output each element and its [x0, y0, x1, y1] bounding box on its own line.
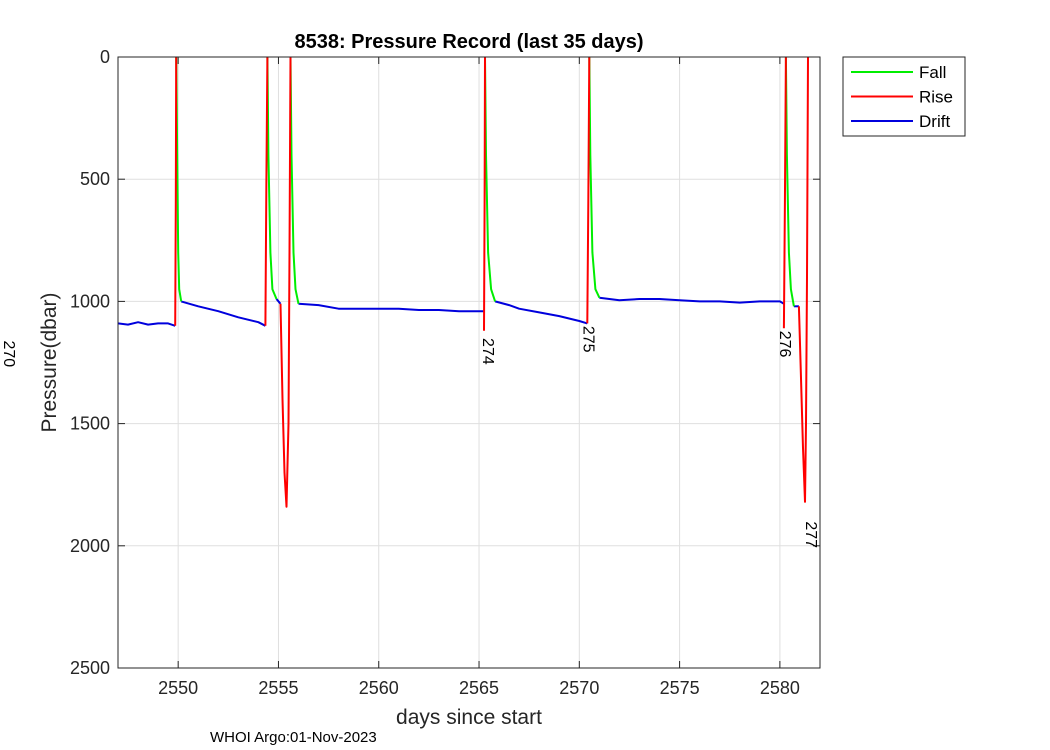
series-fall-segment-2 [289, 57, 300, 305]
series-drift-segment-3 [298, 302, 484, 313]
x-tick-label-0: 2550 [158, 678, 198, 698]
x-tick-label-5: 2575 [660, 678, 700, 698]
series-rise-segment-4 [586, 57, 591, 324]
series-drift-segment-2 [275, 298, 282, 305]
y-tick-label-5: 2500 [70, 658, 110, 678]
series-drift [118, 296, 799, 327]
series-fall-segment-5 [784, 57, 795, 307]
y-tick-label-3: 1500 [70, 414, 110, 434]
legend-label-rise: Rise [919, 88, 953, 107]
cycle-label-276: 276 [776, 331, 793, 358]
series-fall-segment-4 [588, 57, 601, 299]
series-rise-segment-1 [264, 57, 269, 326]
axis-ticks: 2550 2555 2560 2565 2570 2575 2580 0 500 1000 1500… [70, 47, 820, 698]
cycle-label-270: 270 [0, 341, 17, 368]
cycle-label-274: 274 [479, 338, 496, 365]
cycle-label-277: 277 [802, 521, 819, 548]
legend: Fall Rise Drift [842, 56, 966, 137]
y-axis-label: Pressure(dbar) [38, 292, 61, 432]
y-tick-label-0: 0 [100, 47, 110, 67]
y-tick-label-4: 2000 [70, 536, 110, 556]
chart-title: 8538: Pressure Record (last 35 days) [294, 31, 643, 53]
y-tick-label-2: 1000 [70, 291, 110, 311]
series-drift-segment-1 [180, 300, 266, 327]
series-rise-segment-6 [797, 57, 809, 503]
cycle-annotations: 274 275 276 277 270 [0, 326, 819, 548]
legend-label-drift: Drift [919, 112, 950, 131]
x-axis-label: days since start [396, 706, 542, 729]
series-rise-segment-3 [483, 57, 486, 331]
series-rise-segment-2 [279, 57, 292, 508]
cycle-label-275: 275 [579, 326, 596, 353]
plot-area [118, 57, 820, 668]
series-fall-segment-1 [266, 57, 278, 300]
x-tick-label-6: 2580 [760, 678, 800, 698]
series-rise-segment-0 [174, 57, 178, 326]
series-layer [118, 57, 809, 508]
y-tick-label-1: 500 [80, 169, 110, 189]
x-tick-label-4: 2570 [559, 678, 599, 698]
series-drift-segment-5 [599, 296, 785, 305]
footer-credit: WHOI Argo:01-Nov-2023 [210, 729, 377, 746]
series-drift-segment-4 [494, 300, 588, 325]
x-tick-label-1: 2555 [258, 678, 298, 698]
plot-frame [117, 56, 821, 669]
legend-label-fall: Fall [919, 63, 946, 82]
series-rise-segment-5 [782, 57, 787, 329]
series-rise [174, 57, 809, 508]
x-tick-label-3: 2565 [459, 678, 499, 698]
series-drift-segment-0 [118, 321, 176, 327]
x-tick-label-2: 2560 [359, 678, 399, 698]
